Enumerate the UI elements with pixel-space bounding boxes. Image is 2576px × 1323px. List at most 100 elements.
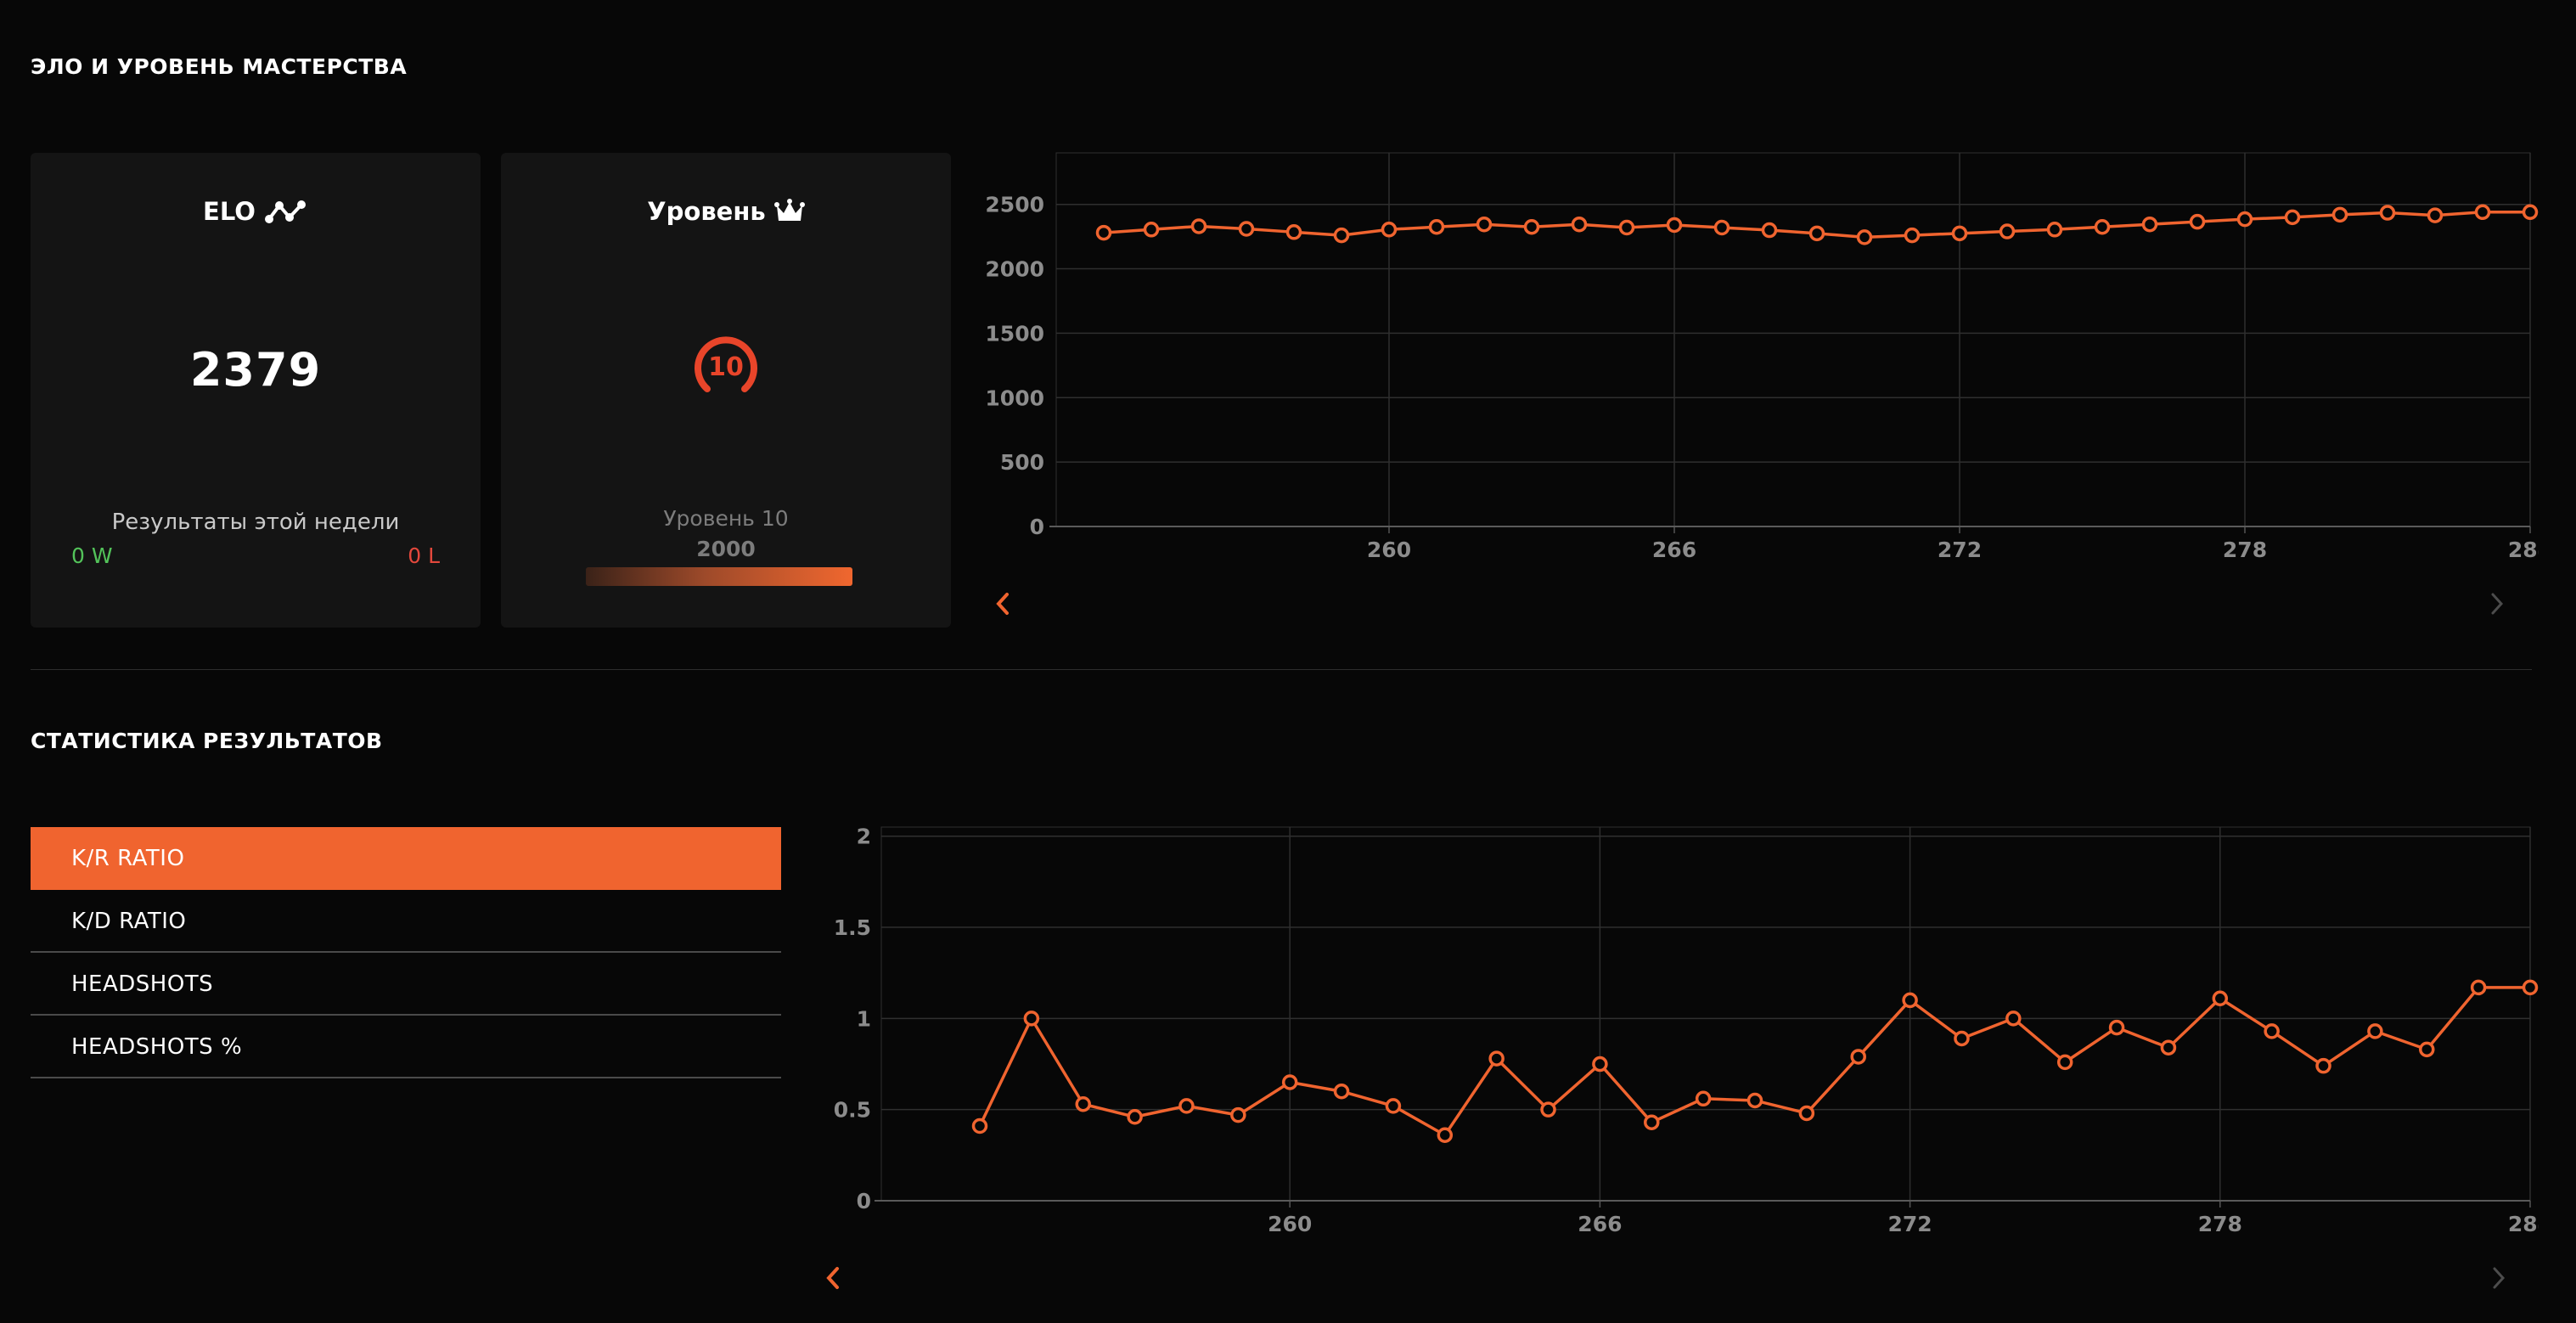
y-tick-label: 2 [857, 825, 871, 849]
data-point [1428, 218, 1445, 235]
data-point [2264, 1023, 2280, 1039]
data-point [2284, 209, 2301, 226]
data-point [1238, 221, 1255, 237]
data-point [1190, 218, 1207, 234]
data-point [1666, 217, 1683, 234]
data-point [2331, 206, 2348, 223]
data-point [1540, 1101, 1556, 1118]
x-tick-label: 260 [1268, 1212, 1312, 1236]
data-point [1951, 225, 1968, 242]
stats-section-title: СТАТИСТИКА РЕЗУЛЬТАТОВ [31, 729, 383, 753]
data-point [1999, 223, 2016, 239]
data-point [1523, 218, 1540, 235]
tab-headshots-percent[interactable]: HEADSHOTS % [31, 1016, 781, 1078]
y-tick-label: 2500 [985, 193, 1044, 217]
data-point [2141, 216, 2158, 233]
data-point [2419, 1041, 2435, 1058]
chevron-left-icon[interactable] [996, 593, 1009, 615]
y-tick-label: 0.5 [834, 1098, 871, 1123]
tab-kd-ratio[interactable]: K/D RATIO [31, 890, 781, 953]
chevron-left-icon[interactable] [826, 1267, 839, 1289]
data-point [1476, 216, 1493, 233]
x-tick-label: 284 [2508, 1212, 2539, 1236]
data-point [2315, 1057, 2331, 1074]
data-point [1285, 224, 1302, 240]
x-tick-label: 266 [1578, 1212, 1622, 1236]
data-point [1143, 222, 1160, 238]
data-point [2189, 213, 2206, 230]
y-tick-label: 1000 [985, 386, 1044, 410]
data-point [2474, 204, 2491, 221]
level-progress-bar [586, 567, 852, 586]
x-tick-label: 284 [2508, 538, 2539, 562]
data-point [1095, 224, 1112, 241]
stat-tabs: K/R RATIO K/D RATIO HEADSHOTS HEADSHOTS … [31, 827, 781, 1078]
wins-count: 0 W [71, 543, 113, 568]
level-card: Уровень 10 Уровень 10 2000 [501, 153, 951, 628]
data-point [1761, 222, 1778, 239]
level-caption: Уровень 10 [663, 506, 789, 531]
data-point [2046, 222, 2063, 238]
data-point [2379, 205, 2396, 221]
data-point [2522, 204, 2539, 221]
data-point [2470, 979, 2487, 996]
elo-history-chart: 0 500 1000 1500 2000 2500 260 266 272 278 284 [985, 152, 2539, 615]
data-point [1954, 1030, 1970, 1047]
data-point [1571, 216, 1588, 233]
level-label: Уровень [647, 197, 766, 226]
y-tick-label: 1500 [985, 321, 1044, 346]
data-point [1023, 1011, 1040, 1027]
y-tick-label: 500 [1000, 450, 1044, 475]
data-point [1808, 225, 1825, 242]
stat-history-chart: 0 0.5 1 1.5 2 260 266 272 278 284 [826, 825, 2539, 1289]
data-point [1592, 1056, 1608, 1072]
losses-count: 0 L [408, 543, 440, 568]
data-point [2056, 1054, 2073, 1071]
elo-section-title: ЭЛО И УРОВЕНЬ МАСТЕРСТВА [31, 54, 408, 79]
data-point [2094, 218, 2111, 235]
trend-line-icon [264, 199, 308, 224]
tab-headshots[interactable]: HEADSHOTS [31, 953, 781, 1016]
y-tick-label: 1.5 [834, 915, 871, 940]
chevron-right-icon[interactable] [2493, 1267, 2506, 1289]
chevron-right-icon[interactable] [2491, 593, 2504, 615]
crown-icon [773, 199, 805, 224]
elo-card: ELO 2379 Результаты этой недели 0 W 0 L [31, 153, 481, 628]
data-point [1850, 1049, 1866, 1065]
data-point [1798, 1105, 1815, 1122]
data-point [1333, 1083, 1350, 1100]
level-card-header: Уровень [501, 197, 951, 226]
level-progress-fill [586, 567, 852, 586]
x-tick-label: 272 [1938, 538, 1982, 562]
plot-area [1055, 152, 2531, 527]
data-point [2160, 1039, 2177, 1056]
data-point [2236, 211, 2253, 228]
data-point [1746, 1092, 1763, 1109]
x-tick-label: 278 [2223, 538, 2267, 562]
data-point [2427, 207, 2444, 223]
data-point [2108, 1019, 2125, 1036]
x-tick-label: 278 [2198, 1212, 2242, 1236]
level-badge: 10 [692, 333, 760, 401]
data-point [2005, 1011, 2022, 1027]
data-point [1904, 227, 1921, 244]
y-tick-label: 0 [857, 1189, 871, 1213]
tab-kr-ratio[interactable]: K/R RATIO [31, 827, 781, 890]
x-tick-label: 260 [1367, 538, 1411, 562]
data-point [1230, 1106, 1246, 1123]
data-point [1695, 1090, 1712, 1107]
y-tick-label: 0 [1030, 515, 1044, 539]
data-point [971, 1118, 988, 1134]
elo-label: ELO [203, 197, 256, 226]
data-point [1618, 219, 1635, 236]
data-point [1856, 229, 1873, 245]
data-point [1281, 1074, 1298, 1090]
x-tick-label: 272 [1888, 1212, 1932, 1236]
data-point [1385, 1098, 1402, 1114]
x-tick-label: 266 [1652, 538, 1696, 562]
data-point [1644, 1114, 1660, 1130]
plot-area [880, 826, 2531, 1202]
data-point [1381, 222, 1398, 238]
data-point [2367, 1023, 2383, 1039]
section-divider [31, 669, 2532, 670]
